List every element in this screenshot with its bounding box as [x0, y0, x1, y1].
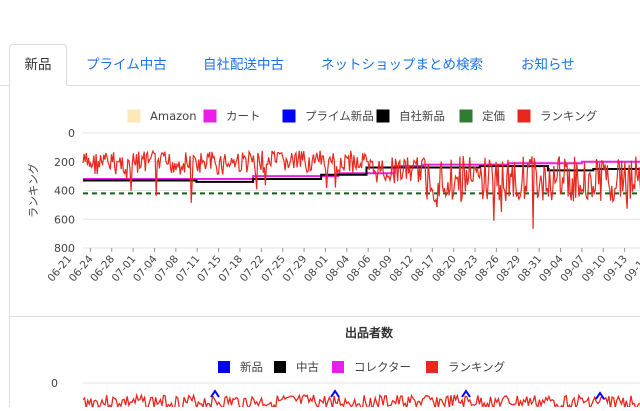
legend-swatch: [426, 361, 438, 373]
series-1: [83, 165, 640, 183]
legend-label: ランキング: [540, 109, 598, 123]
legend-swatch: [127, 109, 141, 123]
legend-label: Amazon: [150, 109, 196, 123]
legend-swatch: [203, 109, 217, 123]
legend-label: ランキング: [448, 360, 506, 374]
legend-swatch: [282, 109, 296, 123]
tab-bar: 新品 プライム中古 自社配送中古 ネットショップまとめ検索 お知らせ: [0, 0, 640, 86]
legend-swatch: [376, 109, 390, 123]
legend-swatch: [459, 109, 473, 123]
tab-netshop-search[interactable]: ネットショップまとめ検索: [321, 57, 483, 73]
ranking-chart-panel: Amazon カート プライム新品 自社新品 定価 ランキング 0 200 400 600 800 ラ…: [9, 86, 640, 316]
legend-swatch: [332, 361, 344, 373]
y-tick-label: 800: [54, 242, 75, 255]
tab-notices[interactable]: お知らせ: [521, 57, 575, 73]
y-tick-label: 0: [68, 127, 75, 140]
legend-label: プライム新品: [305, 109, 374, 123]
legend-label: 中古: [296, 360, 319, 374]
ranking-line: [82, 392, 640, 411]
y-tick-label: 400: [54, 185, 75, 198]
legend-swatch: [274, 361, 286, 373]
y-tick-label: 200: [54, 156, 75, 169]
chart-title: 出品者数: [345, 325, 394, 340]
legend-label: コレクター: [354, 360, 411, 374]
legend-label: 新品: [240, 360, 263, 374]
new-seller-mark: [461, 389, 471, 398]
y-tick-label: 600: [54, 213, 75, 226]
legend-label: 自社新品: [399, 109, 445, 123]
tab-self-shipping-used[interactable]: 自社配送中古: [203, 57, 284, 73]
legend-swatch: [517, 109, 531, 123]
legend-label: 定価: [482, 109, 505, 123]
ranking-chart: Amazon カート プライム新品 自社新品 定価 ランキング0200400600800ラ…: [26, 109, 640, 284]
new-seller-mark: [330, 389, 340, 398]
sellers-chart-panel: 出品者数新品 中古 コレクター ランキング 0: [9, 316, 640, 411]
tab-new[interactable]: 新品: [9, 44, 67, 86]
y-tick-label: 0: [51, 377, 58, 390]
legend-label: カート: [226, 109, 261, 123]
y-axis-label: ランキング: [26, 163, 40, 218]
legend-swatch: [218, 361, 230, 373]
new-seller-mark: [210, 389, 220, 398]
tab-prime-used[interactable]: プライム中古: [86, 57, 167, 73]
new-seller-mark: [595, 391, 605, 400]
ranking-line: [82, 149, 640, 229]
